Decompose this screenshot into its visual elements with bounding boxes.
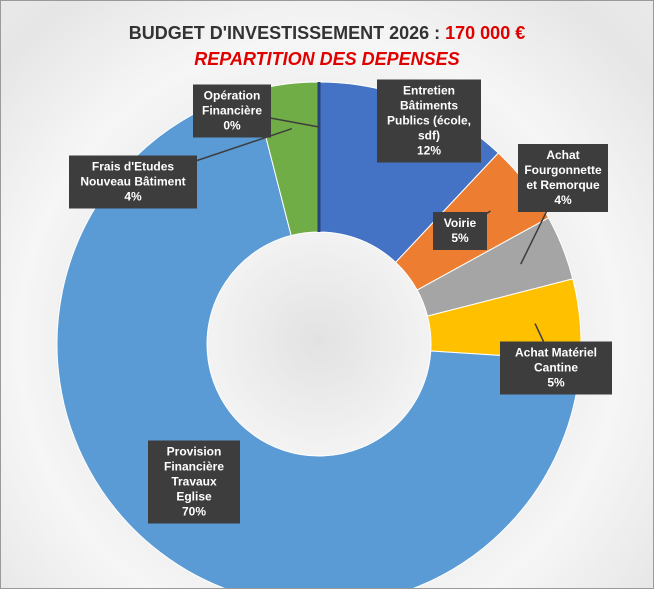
chart-title-amount: 170 000 € [445, 23, 526, 43]
chart-title: BUDGET D'INVESTISSEMENT 2026 : [128, 23, 441, 43]
label-value: 5% [547, 375, 565, 390]
data-label: Entretien Bâtiments Publics (école, sdf)… [377, 79, 481, 163]
label-value: 5% [451, 231, 469, 245]
data-label: Achat Fourgonnette et Remorque 4% [518, 144, 608, 212]
chart-subtitle: REPARTITION DES DEPENSES [194, 49, 460, 69]
data-label: Opération Financière 0% [193, 84, 271, 138]
label-value: 4% [554, 193, 572, 207]
data-label: Provision Financière Travaux Eglise 70% [148, 440, 240, 524]
label-category: Frais d'Etudes Nouveau Bâtiment [80, 159, 186, 189]
label-category: Achat Fourgonnette et Remorque [524, 148, 602, 192]
label-category: Opération Financière [201, 88, 263, 118]
data-label: Achat Matériel Cantine 5% [500, 341, 612, 395]
data-label: Voirie 5% [433, 212, 487, 250]
label-value: 4% [124, 189, 142, 204]
label-category: Voirie [443, 216, 477, 230]
chart-title-row: BUDGET D'INVESTISSEMENT 2026 : 170 000 € [1, 23, 653, 44]
label-category: Entretien Bâtiments Publics (école, sdf) [386, 83, 472, 143]
data-label: Frais d'Etudes Nouveau Bâtiment 4% [69, 155, 197, 209]
label-value: 70% [181, 504, 207, 519]
label-value: 0% [223, 118, 241, 133]
label-category: Provision Financière Travaux Eglise [163, 444, 225, 504]
label-category: Achat Matériel Cantine [514, 345, 598, 375]
label-value: 12% [416, 143, 442, 158]
